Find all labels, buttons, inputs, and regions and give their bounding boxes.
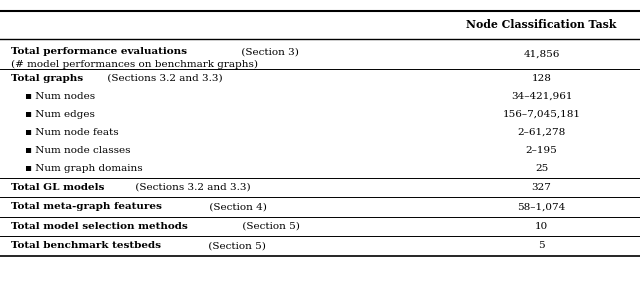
Text: ▪ Num edges: ▪ Num edges bbox=[25, 110, 95, 119]
Text: (Sections 3.2 and 3.3): (Sections 3.2 and 3.3) bbox=[132, 183, 250, 192]
Text: (Section 5): (Section 5) bbox=[239, 222, 300, 231]
Text: (Section 5): (Section 5) bbox=[205, 241, 266, 250]
Text: 58–1,074: 58–1,074 bbox=[518, 202, 566, 211]
Text: Total performance evaluations: Total performance evaluations bbox=[11, 47, 187, 56]
Text: 2–195: 2–195 bbox=[526, 146, 557, 155]
Text: 34–421,961: 34–421,961 bbox=[511, 92, 572, 101]
Text: (Section 4): (Section 4) bbox=[206, 202, 267, 211]
Text: ▪ Num nodes: ▪ Num nodes bbox=[25, 92, 95, 101]
Text: 5: 5 bbox=[538, 241, 545, 250]
Text: ▪ Num node feats: ▪ Num node feats bbox=[25, 128, 118, 137]
Text: (# model performances on benchmark graphs): (# model performances on benchmark graph… bbox=[11, 60, 258, 69]
Text: Total model selection methods: Total model selection methods bbox=[11, 222, 188, 231]
Text: Total graphs: Total graphs bbox=[11, 74, 83, 83]
Text: (Sections 3.2 and 3.3): (Sections 3.2 and 3.3) bbox=[104, 74, 223, 83]
Text: 2–61,278: 2–61,278 bbox=[518, 128, 566, 137]
Text: ▪ Num graph domains: ▪ Num graph domains bbox=[25, 164, 143, 173]
Text: ▪ Num node classes: ▪ Num node classes bbox=[25, 146, 131, 155]
Text: 10: 10 bbox=[535, 222, 548, 231]
Text: 41,856: 41,856 bbox=[524, 50, 560, 59]
Text: Total GL models: Total GL models bbox=[11, 183, 104, 192]
Text: 327: 327 bbox=[532, 183, 552, 192]
Text: Total benchmark testbeds: Total benchmark testbeds bbox=[11, 241, 161, 250]
Text: Total meta-graph features: Total meta-graph features bbox=[11, 202, 162, 211]
Text: (Section 3): (Section 3) bbox=[238, 47, 299, 56]
Text: 25: 25 bbox=[535, 164, 548, 173]
Text: 156–7,045,181: 156–7,045,181 bbox=[502, 110, 580, 119]
Text: Node Classification Task: Node Classification Task bbox=[467, 19, 617, 30]
Text: 128: 128 bbox=[532, 74, 552, 83]
